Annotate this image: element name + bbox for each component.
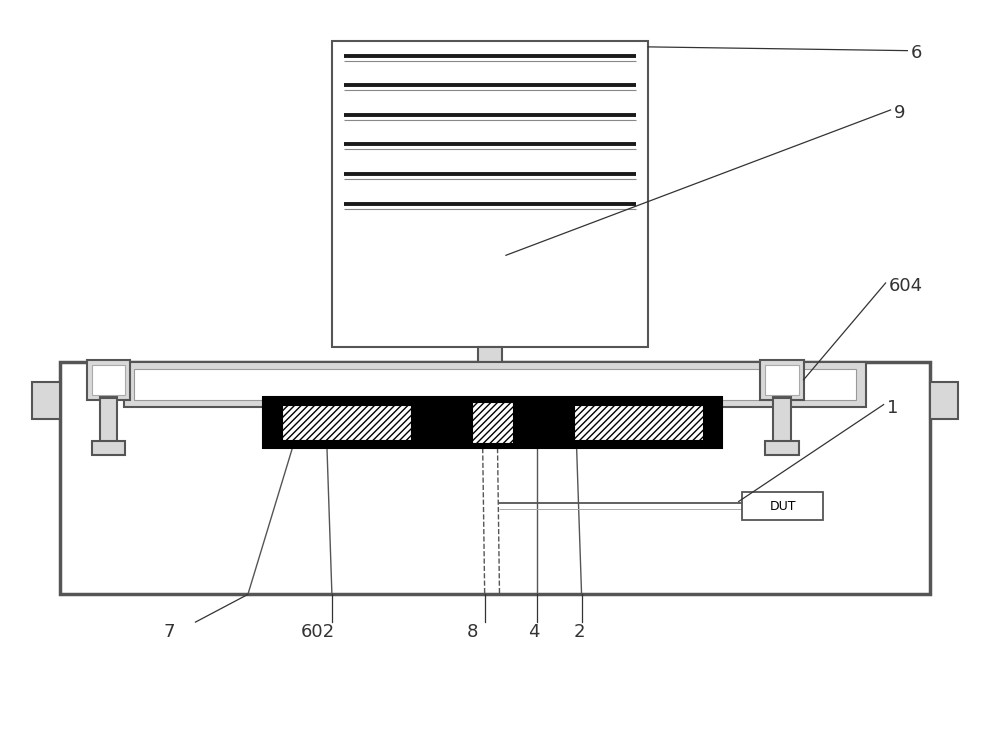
Bar <box>263 397 722 448</box>
Text: 1: 1 <box>887 399 898 416</box>
Text: 4: 4 <box>528 623 540 641</box>
Bar <box>92 365 125 395</box>
Bar <box>773 398 791 445</box>
Bar <box>100 368 117 396</box>
Text: DUT: DUT <box>770 500 796 513</box>
Bar <box>92 441 125 455</box>
Text: 602: 602 <box>301 623 335 641</box>
Bar <box>472 402 513 443</box>
Bar <box>134 369 856 399</box>
Text: 7: 7 <box>163 623 175 641</box>
Bar <box>32 382 60 419</box>
Bar <box>478 347 502 362</box>
Bar <box>282 405 411 440</box>
Text: 8: 8 <box>467 623 478 641</box>
Bar <box>100 398 117 445</box>
Bar <box>765 441 799 455</box>
Bar <box>765 365 799 395</box>
Text: 604: 604 <box>889 277 923 295</box>
Text: 2: 2 <box>574 623 585 641</box>
Bar <box>930 382 958 419</box>
Bar <box>574 405 703 440</box>
Bar <box>87 360 130 399</box>
Bar <box>742 492 823 520</box>
Bar <box>332 41 648 347</box>
Text: 6: 6 <box>910 43 922 62</box>
Bar <box>60 362 930 595</box>
Bar <box>773 368 791 396</box>
Bar <box>760 360 804 399</box>
Text: 9: 9 <box>893 104 905 122</box>
Bar <box>124 362 866 407</box>
